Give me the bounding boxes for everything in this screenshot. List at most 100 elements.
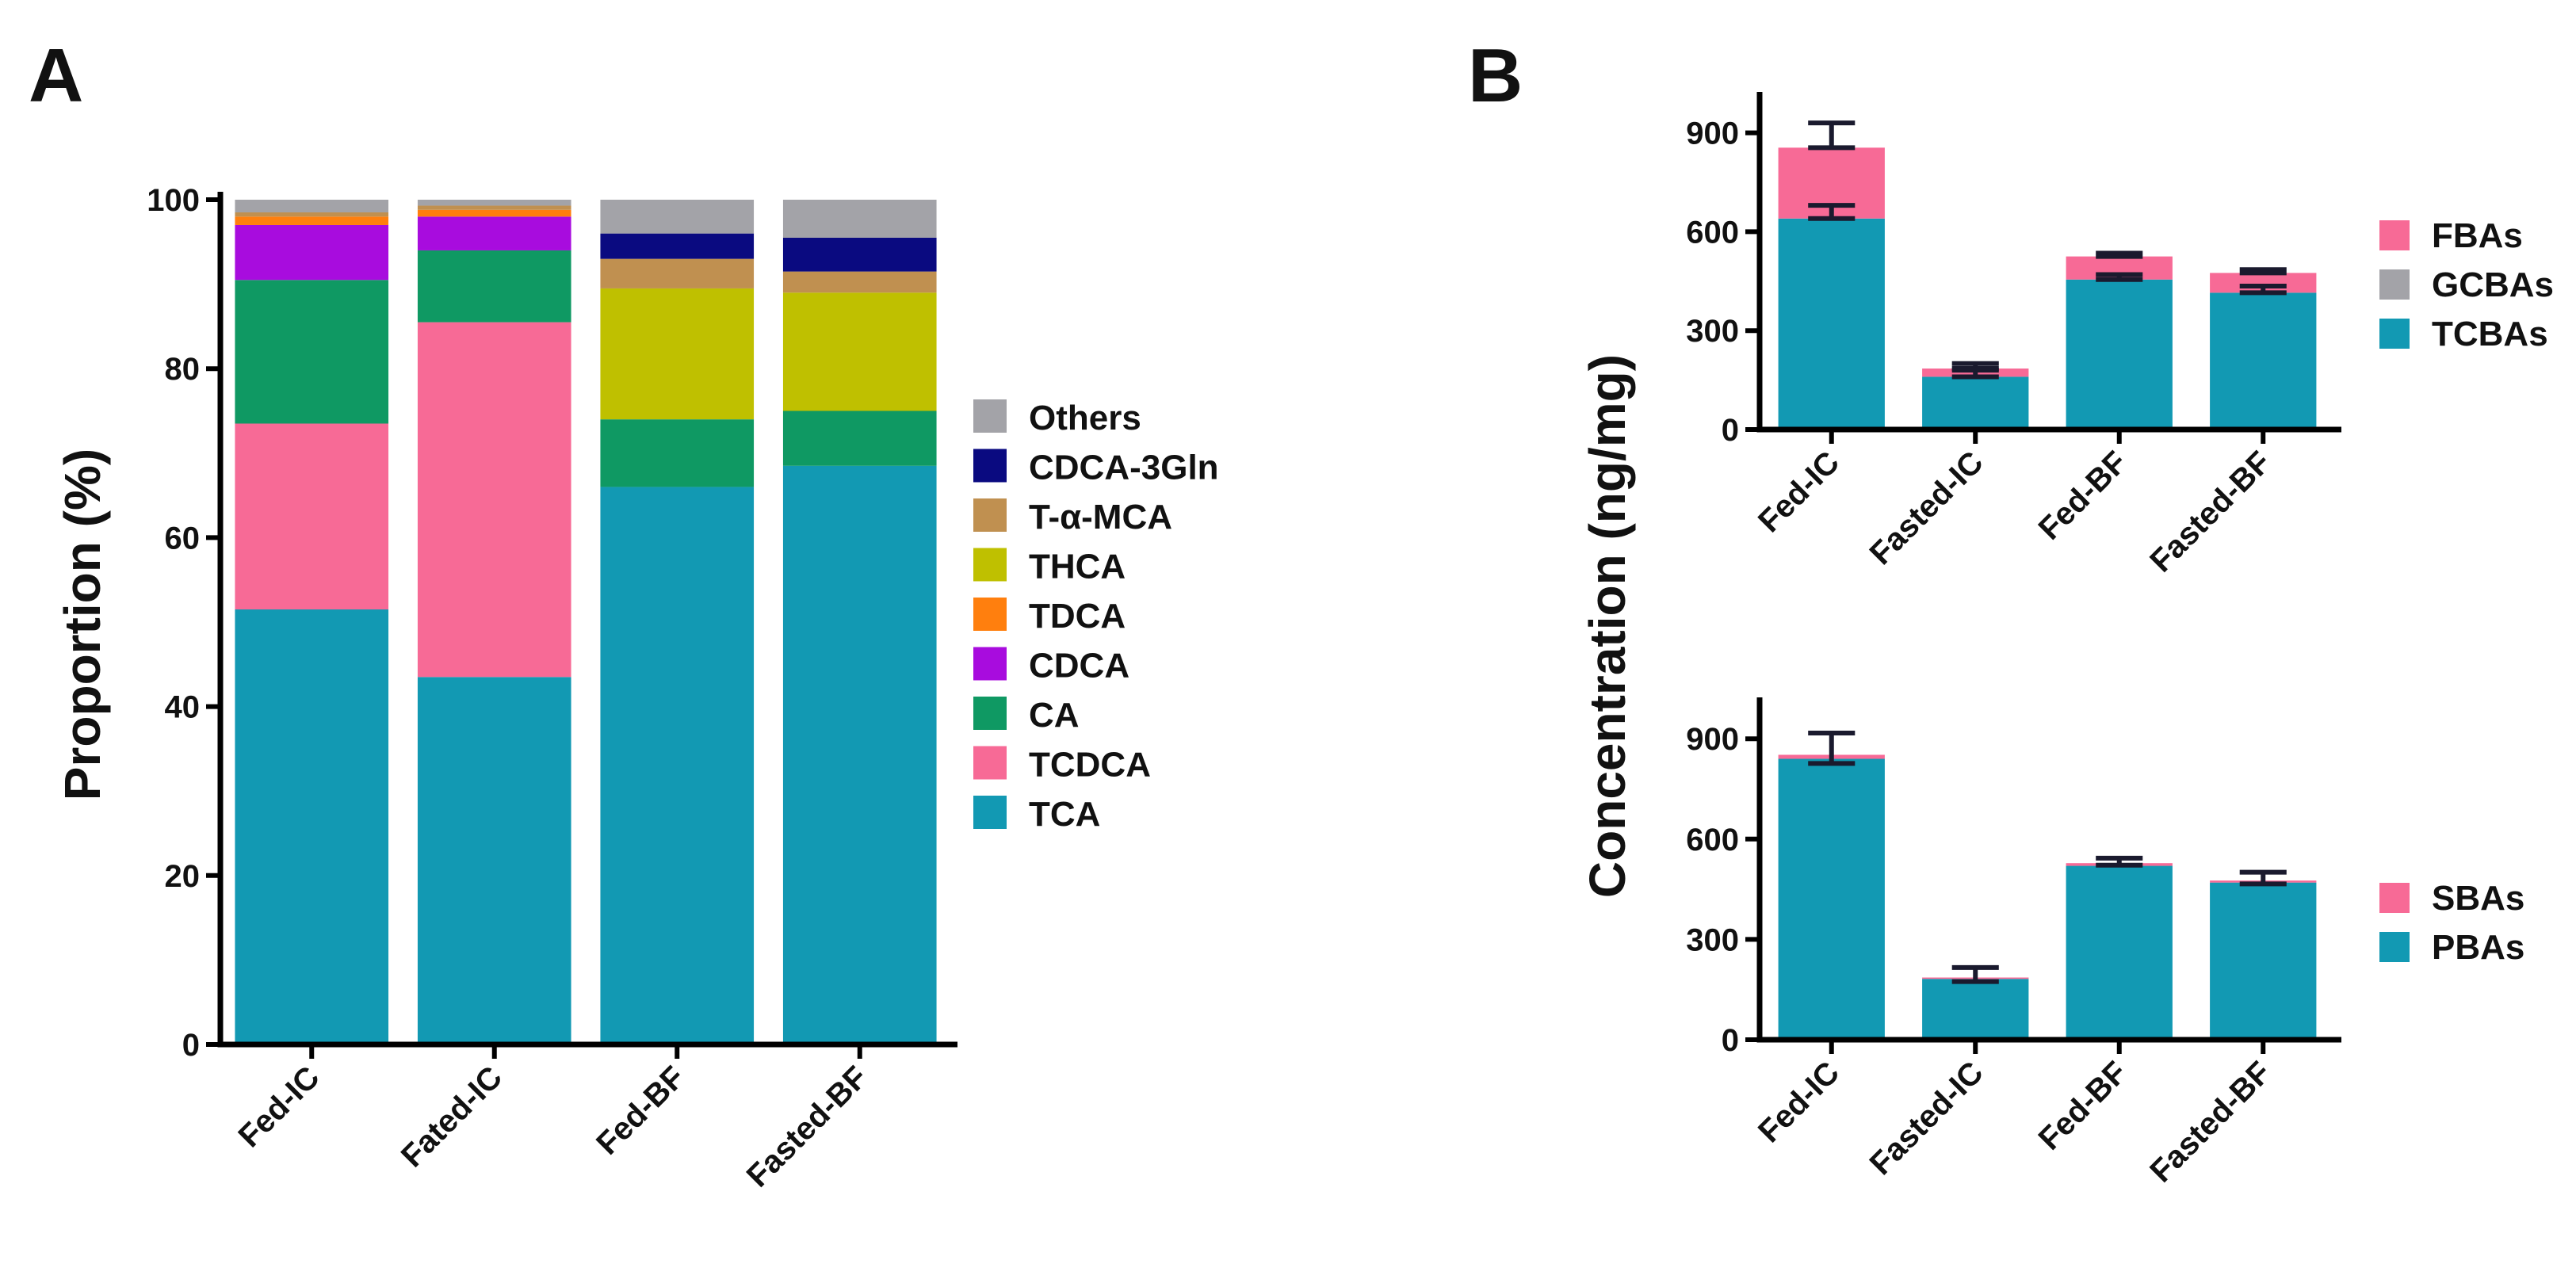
chart-a-bar-fed-bf-ca: [600, 419, 755, 487]
chart-b-top-legend-swatch-fbas: [2379, 220, 2410, 250]
chart-a-legend-label-t-mca: T-α-MCA: [1029, 498, 1172, 537]
chart-a-y-tick-label-100: 100: [147, 183, 200, 218]
chart-a-bar-fasted-bf-thca: [782, 292, 937, 411]
chart-a-bar-fasted-bf-others: [782, 200, 937, 238]
chart-b-bottom-y-tick-label-600: 600: [1686, 823, 1739, 857]
chart-a-x-tick-label-fasted-bf: Fasted-BF: [740, 1060, 874, 1193]
chart-a-legend-swatch-tdca: [973, 598, 1007, 631]
chart-a: Proportion (%) Fed-IC Fated-IC Fed-BF Faste…: [54, 183, 1219, 1194]
chart-a-bar-fated-ic-tcdca: [417, 322, 571, 678]
chart-a-legend-swatch-tcdca: [973, 746, 1007, 780]
chart-a-bar-fed-ic-ca: [235, 280, 389, 424]
chart-b-bottom-error-fed-bf: [2096, 855, 2143, 868]
chart-a-bar-fed-bf-cdca-3gln: [600, 233, 755, 259]
chart-a-legend-swatch-cdca: [973, 647, 1007, 681]
chart-b-top-x-tick-label-fasted-bf: Fasted-BF: [2143, 445, 2277, 579]
chart-b-top-error-fasted-bf-tcbas: [2239, 284, 2287, 296]
chart-b-top-legend-swatch-gcbas: [2379, 269, 2410, 300]
chart-b-bottom-bar-fed-bf-pbas: [2066, 865, 2173, 1040]
chart-b-top-y-tick-label-600: 600: [1686, 215, 1739, 250]
chart-b-top-bar-fasted-bf-tcbas: [2210, 292, 2317, 430]
chart-b-top-error-fed-ic-fbas: [1808, 120, 1856, 151]
chart-a-bar-fasted-bf-t-mca: [782, 271, 937, 293]
chart-b-bottom-x-tick-label-fasted-ic: Fasted-IC: [1863, 1055, 1990, 1182]
chart-b-bottom-legend-label-sbas: SBAs: [2432, 879, 2524, 918]
chart-a-legend-label-tca: TCA: [1029, 795, 1100, 834]
chart-a-y-tick-label-60: 60: [165, 521, 201, 556]
chart-b-bottom-error-fed-ic: [1808, 731, 1856, 766]
chart-a-bar-fated-ic-ca: [417, 250, 571, 323]
chart-a-y-axis-label: Proportion (%): [54, 449, 111, 800]
chart-a-y-tick-label-0: 0: [182, 1028, 200, 1063]
chart-a-x-tick-label-fed-ic: Fed-IC: [232, 1060, 327, 1154]
chart-b-top: Fed-IC Fasted-IC Fed-BF Fasted-BF 0 300 600 900…: [1686, 92, 2554, 579]
chart-a-bar-fated-ic-others: [417, 200, 571, 206]
chart-b-bottom-error-fasted-bf: [2239, 869, 2287, 887]
chart-a-bar-fed-ic-cdca: [235, 224, 389, 281]
chart-a-bar-fed-ic-others: [235, 200, 389, 212]
chart-a-bar-fed-ic-tca: [235, 609, 389, 1044]
chart-a-y-tick-label-80: 80: [165, 352, 201, 387]
chart-a-bar-fed-ic-tdca: [235, 216, 389, 225]
chart-b-bottom-x-tick-label-fed-ic: Fed-IC: [1752, 1055, 1846, 1149]
chart-b-top-error-fasted-bf-fbas: [2239, 267, 2287, 276]
chart-a-y-tick-label-20: 20: [165, 859, 201, 894]
chart-b-bottom-error-fasted-ic: [1951, 964, 1999, 984]
chart-b-top-error-fed-bf-tcbas: [2096, 272, 2143, 282]
chart-b-top-y-tick-label-900: 900: [1686, 116, 1739, 151]
chart-b-bottom-legend-swatch-sbas: [2379, 883, 2410, 913]
chart-b-bottom-y-tick-label-0: 0: [1722, 1023, 1739, 1058]
chart-b-top-bar-fed-ic-tcbas: [1778, 218, 1885, 430]
chart-a-bar-fed-bf-others: [600, 200, 755, 234]
panel-label-b: B: [1468, 33, 1523, 118]
chart-a-bar-fed-ic-tcdca: [235, 423, 389, 610]
chart-a-legend-swatch-t-mca: [973, 498, 1007, 532]
chart-a-legend-swatch-tca: [973, 796, 1007, 829]
chart-a-bar-fasted-bf-tca: [782, 465, 937, 1044]
chart-a-bar-fed-bf-tca: [600, 487, 755, 1044]
chart-b-bottom-x-tick-label-fasted-bf: Fasted-BF: [2143, 1055, 2277, 1189]
chart-a-legend-label-cdca: CDCA: [1029, 647, 1129, 685]
chart-b-top-legend-label-tcbas: TCBAs: [2432, 315, 2548, 353]
chart-b-top-error-fed-ic-tcbas: [1808, 203, 1856, 221]
chart-b-top-legend-label-fbas: FBAs: [2432, 216, 2523, 255]
chart-b-bottom-bar-fed-ic-pbas: [1778, 758, 1885, 1040]
chart-b-top-x-tick-label-fasted-ic: Fasted-IC: [1863, 445, 1990, 571]
chart-b-bottom-y-tick-label-900: 900: [1686, 722, 1739, 757]
panel-label-a: A: [29, 33, 83, 118]
chart-a-legend-label-others: Others: [1029, 399, 1141, 437]
chart-b-top-y-tick-label-0: 0: [1722, 413, 1739, 448]
chart-b-top-error-fasted-ic-fbas: [1951, 361, 1999, 372]
chart-a-legend-label-thca: THCA: [1029, 548, 1126, 586]
chart-a-bar-fed-bf-thca: [600, 288, 755, 420]
chart-a-x-tick-label-fated-ic: Fated-IC: [395, 1060, 509, 1174]
chart-b-bottom-bar-fasted-bf-pbas: [2210, 882, 2317, 1040]
chart-b-y-axis-label: Concentration (ng/mg): [1579, 354, 1636, 898]
chart-b-top-x-tick-label-fed-ic: Fed-IC: [1752, 445, 1846, 539]
chart-a-legend-swatch-thca: [973, 548, 1007, 582]
chart-b-bottom-legend-label-pbas: PBAs: [2432, 928, 2524, 967]
chart-a-legend-label-tdca: TDCA: [1029, 597, 1126, 636]
chart-b-top-x-tick-label-fed-bf: Fed-BF: [2032, 445, 2135, 547]
chart-b-top-legend-label-gcbas: GCBAs: [2432, 265, 2554, 304]
chart-a-bar-fasted-bf-cdca-3gln: [782, 237, 937, 272]
chart-a-bar-fated-ic-tca: [417, 677, 571, 1044]
chart-a-legend-label-ca: CA: [1029, 696, 1080, 735]
chart-b-bottom-bar-fasted-ic-pbas: [1922, 979, 2029, 1040]
chart-b-bottom-x-tick-label-fed-bf: Fed-BF: [2032, 1055, 2135, 1157]
chart-a-bar-fated-ic-tdca: [417, 209, 571, 217]
chart-a-bar-fed-ic-t-mca: [235, 212, 389, 217]
chart-b-bottom: Fed-IC Fasted-IC Fed-BF Fasted-BF 0 300 600 900…: [1686, 697, 2524, 1190]
chart-a-legend-swatch-ca: [973, 697, 1007, 730]
chart-a-bar-fated-ic-cdca: [417, 216, 571, 250]
chart-a-y-tick-label-40: 40: [165, 690, 201, 725]
chart-b-top-y-tick-label-300: 300: [1686, 314, 1739, 349]
chart-a-legend-label-tcdca: TCDCA: [1029, 746, 1151, 785]
chart-b-top-bar-fasted-ic-tcbas: [1922, 376, 2029, 430]
chart-a-x-tick-label-fed-bf: Fed-BF: [590, 1060, 692, 1162]
chart-a-legend-swatch-cdca-3gln: [973, 449, 1007, 483]
chart-b-bottom-y-tick-label-300: 300: [1686, 922, 1739, 957]
chart-b-top-error-fed-bf-fbas: [2096, 250, 2143, 259]
chart-a-legend-swatch-others: [973, 399, 1007, 433]
